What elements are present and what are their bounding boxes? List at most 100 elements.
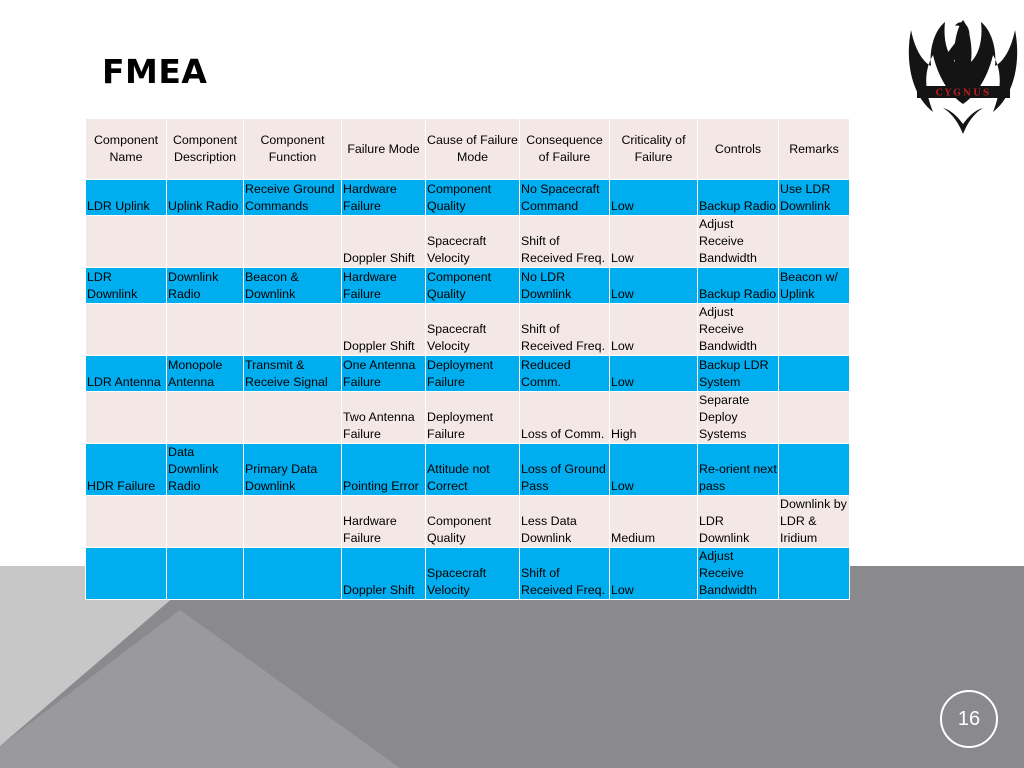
page-number-badge: 16 bbox=[940, 690, 998, 748]
table-cell bbox=[166, 303, 244, 356]
table-cell bbox=[85, 303, 167, 356]
table-cell: Primary Data Downlink bbox=[243, 443, 342, 496]
bg-mid-panel bbox=[0, 610, 400, 768]
table-cell: Spacecraft Velocity bbox=[425, 547, 520, 600]
table-cell: Two Antenna Failure bbox=[341, 391, 426, 444]
table-row: LDR Downlink Downlink Radio Beacon & Downl… bbox=[85, 267, 850, 304]
column-header: Remarks bbox=[778, 118, 850, 180]
table-cell: Less Data Downlink bbox=[519, 495, 610, 548]
table-cell: Shift of Received Freq. bbox=[519, 215, 610, 268]
table-cell: Low bbox=[609, 355, 698, 392]
table-cell bbox=[243, 215, 342, 268]
table-cell: One Antenna Failure bbox=[341, 355, 426, 392]
table-cell: Component Quality bbox=[425, 179, 520, 216]
table-cell: High bbox=[609, 391, 698, 444]
table-cell: Pointing Error bbox=[341, 443, 426, 496]
table-cell: LDR Uplink bbox=[85, 179, 167, 216]
table-cell: Component Quality bbox=[425, 267, 520, 304]
table-header-row: Component Name Component Description Compo… bbox=[85, 118, 850, 180]
table-cell: Low bbox=[609, 267, 698, 304]
table-cell: Use LDR Downlink bbox=[778, 179, 850, 216]
table-cell: Adjust Receive Bandwidth bbox=[697, 303, 779, 356]
table-cell: Loss of Comm. bbox=[519, 391, 610, 444]
table-cell: Hardware Failure bbox=[341, 179, 426, 216]
table-cell bbox=[778, 215, 850, 268]
table-cell: Data Downlink Radio bbox=[166, 443, 244, 496]
table-cell: Hardware Failure bbox=[341, 495, 426, 548]
table-cell: Low bbox=[609, 547, 698, 600]
svg-text:CYGNUS: CYGNUS bbox=[936, 89, 992, 99]
table-cell bbox=[166, 495, 244, 548]
table-cell: Downlink Radio bbox=[166, 267, 244, 304]
column-header: Criticality of Failure bbox=[609, 118, 698, 180]
table-row: Doppler Shift Spacecraft Velocity Shift of… bbox=[85, 303, 850, 356]
table-cell: Shift of Received Freq. bbox=[519, 547, 610, 600]
table-cell: Medium bbox=[609, 495, 698, 548]
table-cell bbox=[778, 547, 850, 600]
table-row: HDR Failure Data Downlink Radio Primary Da… bbox=[85, 443, 850, 496]
fmea-table: Component Name Component Description Compo… bbox=[85, 118, 850, 600]
table-cell: Spacecraft Velocity bbox=[425, 303, 520, 356]
table-cell: Backup Radio bbox=[697, 179, 779, 216]
table-cell: Receive Ground Commands bbox=[243, 179, 342, 216]
table-cell bbox=[243, 391, 342, 444]
column-header: Component Function bbox=[243, 118, 342, 180]
table-cell: HDR Failure bbox=[85, 443, 167, 496]
table-row: LDR Uplink Uplink Radio Receive Ground Com… bbox=[85, 179, 850, 216]
column-header: Failure Mode bbox=[341, 118, 426, 180]
table-cell: Reduced Comm. bbox=[519, 355, 610, 392]
column-header: Controls bbox=[697, 118, 779, 180]
table-cell: Attitude not Correct bbox=[425, 443, 520, 496]
table-cell: No Spacecraft Command bbox=[519, 179, 610, 216]
table-cell: Shift of Received Freq. bbox=[519, 303, 610, 356]
table-cell: Low bbox=[609, 215, 698, 268]
table-cell: LDR Antenna bbox=[85, 355, 167, 392]
table-cell: Backup Radio bbox=[697, 267, 779, 304]
table-row: Doppler Shift Spacecraft Velocity Shift of… bbox=[85, 547, 850, 600]
table-cell: Adjust Receive Bandwidth bbox=[697, 215, 779, 268]
table-cell: Deployment Failure bbox=[425, 355, 520, 392]
table-cell: Transmit & Receive Signal bbox=[243, 355, 342, 392]
table-cell: Spacecraft Velocity bbox=[425, 215, 520, 268]
table-cell: Low bbox=[609, 443, 698, 496]
page-title: FMEA bbox=[102, 52, 208, 91]
cygnus-logo: CYGNUS bbox=[903, 0, 1024, 136]
table-cell: Backup LDR System bbox=[697, 355, 779, 392]
table-cell bbox=[243, 303, 342, 356]
table-cell bbox=[85, 547, 167, 600]
table-cell: LDR Downlink bbox=[85, 267, 167, 304]
table-cell: Beacon & Downlink bbox=[243, 267, 342, 304]
table-cell: Separate Deploy Systems bbox=[697, 391, 779, 444]
column-header: Consequence of Failure bbox=[519, 118, 610, 180]
table-cell bbox=[85, 215, 167, 268]
table-cell: Low bbox=[609, 179, 698, 216]
table-cell bbox=[166, 391, 244, 444]
table-cell bbox=[85, 391, 167, 444]
table-cell: Adjust Receive Bandwidth bbox=[697, 547, 779, 600]
table-cell: Loss of Ground Pass bbox=[519, 443, 610, 496]
table-cell: Beacon w/ Uplink bbox=[778, 267, 850, 304]
table-cell: Downlink by LDR & Iridium bbox=[778, 495, 850, 548]
table-cell: No LDR Downlink bbox=[519, 267, 610, 304]
table-cell: LDR Downlink bbox=[697, 495, 779, 548]
table-cell: Monopole Antenna bbox=[166, 355, 244, 392]
table-cell bbox=[778, 443, 850, 496]
table-cell bbox=[243, 495, 342, 548]
table-cell bbox=[778, 303, 850, 356]
table-row: LDR Antenna Monopole Antenna Transmit & Re… bbox=[85, 355, 850, 392]
table-cell: Doppler Shift bbox=[341, 303, 426, 356]
table-row: Doppler Shift Spacecraft Velocity Shift of… bbox=[85, 215, 850, 268]
table-cell: Re-orient next pass bbox=[697, 443, 779, 496]
column-header: Cause of Failure Mode bbox=[425, 118, 520, 180]
table-cell: Deployment Failure bbox=[425, 391, 520, 444]
column-header: Component Name bbox=[85, 118, 167, 180]
table-cell: Doppler Shift bbox=[341, 547, 426, 600]
table-cell bbox=[85, 495, 167, 548]
column-header: Component Description bbox=[166, 118, 244, 180]
table-cell bbox=[778, 391, 850, 444]
table-cell bbox=[166, 215, 244, 268]
table-cell: Doppler Shift bbox=[341, 215, 426, 268]
table-cell bbox=[243, 547, 342, 600]
table-cell: Hardware Failure bbox=[341, 267, 426, 304]
